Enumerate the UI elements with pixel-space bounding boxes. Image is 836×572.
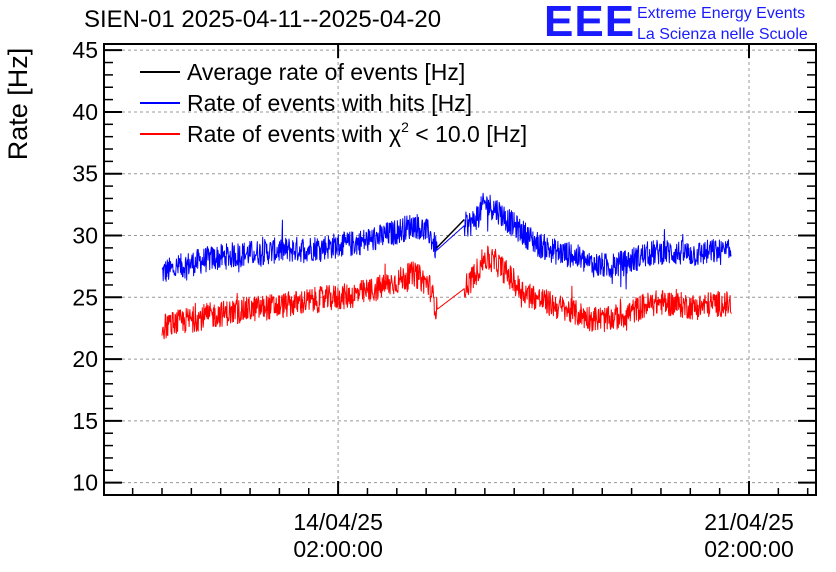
legend: Average rate of events [Hz] Rate of even… bbox=[140, 59, 527, 147]
series-chi2-line bbox=[161, 245, 732, 340]
legend-chi-superscript: 2 bbox=[401, 119, 409, 135]
y-axis-label: Rate [Hz] bbox=[3, 48, 33, 161]
legend-label-average: Average rate of events [Hz] bbox=[187, 59, 465, 85]
legend-chi-symbol: χ bbox=[389, 121, 401, 147]
y-tick-label: 30 bbox=[72, 223, 98, 249]
x-tick-label-time: 02:00:00 bbox=[704, 536, 794, 562]
x-tick-label-time: 02:00:00 bbox=[293, 536, 383, 562]
grid bbox=[104, 44, 816, 495]
legend-label-chi2: Rate of events with χ2 < 10.0 [Hz] bbox=[187, 119, 527, 147]
y-tick-label: 45 bbox=[72, 37, 98, 63]
y-tick-label: 10 bbox=[72, 470, 98, 496]
x-tick-label-date: 21/04/25 bbox=[704, 509, 794, 535]
x-tick-label-date: 14/04/25 bbox=[293, 509, 383, 535]
data-series bbox=[161, 192, 732, 340]
legend-chi2-suffix: < 10.0 [Hz] bbox=[409, 121, 527, 147]
y-tick-label: 35 bbox=[72, 161, 98, 187]
legend-chi2-prefix: Rate of events with bbox=[187, 121, 389, 147]
series-hits-line bbox=[161, 192, 732, 290]
series-average-line bbox=[436, 218, 465, 249]
logo-line-2: La Scienza nelle Scuole bbox=[637, 26, 808, 43]
plot-frame bbox=[103, 43, 817, 496]
y-tick-label: 25 bbox=[72, 284, 98, 310]
chart-title: SIEN-01 2025-04-11--2025-04-20 bbox=[84, 6, 442, 33]
logo-caption: Extreme Energy Events La Scienza nelle S… bbox=[637, 3, 808, 45]
y-tick-label: 40 bbox=[72, 99, 98, 125]
logo-line-1: Extreme Energy Events bbox=[637, 5, 806, 22]
y-tick-label: 20 bbox=[72, 346, 98, 372]
axes: 101520253035404514/04/2502:00:0021/04/25… bbox=[72, 37, 816, 562]
y-tick-label: 15 bbox=[72, 408, 98, 434]
eee-logo: EEE bbox=[544, 0, 636, 46]
legend-label-hits: Rate of events with hits [Hz] bbox=[187, 90, 472, 116]
